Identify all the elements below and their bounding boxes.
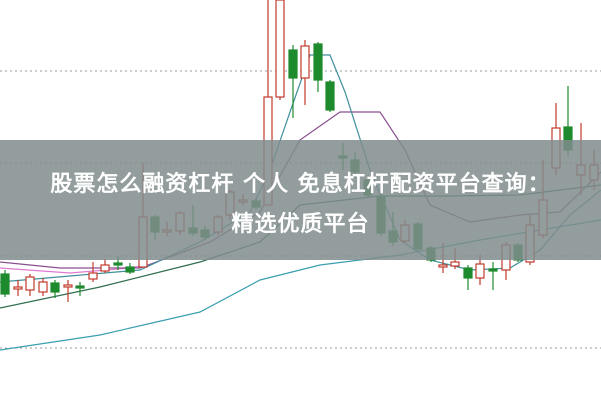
candle-down (125, 266, 135, 273)
candle-down (113, 262, 123, 266)
candle-down (288, 49, 298, 79)
candle-up (300, 45, 310, 79)
candle-down (488, 268, 498, 272)
candle-down (75, 285, 85, 289)
title-banner (0, 140, 601, 260)
candle-down (313, 43, 323, 81)
candle-down (463, 267, 473, 279)
article-title-line2: 精选优质平台 (231, 212, 370, 237)
ma-pink-line (0, 265, 141, 274)
candle-down (50, 282, 60, 293)
candle-up (275, 0, 285, 98)
candle-up (438, 264, 448, 268)
candle-up (88, 272, 98, 280)
candle-up (13, 286, 23, 290)
candle-up (100, 264, 110, 272)
candle-up (475, 263, 485, 279)
candle-up (38, 281, 48, 293)
candle-up (63, 284, 73, 288)
candle-up (450, 261, 460, 267)
candle-down (325, 81, 335, 111)
candle-down (0, 273, 10, 295)
candle-up (25, 276, 35, 291)
article-title-line1: 股票怎么融资杠杆 个人 免息杠杆配资平台查询： (50, 172, 551, 197)
